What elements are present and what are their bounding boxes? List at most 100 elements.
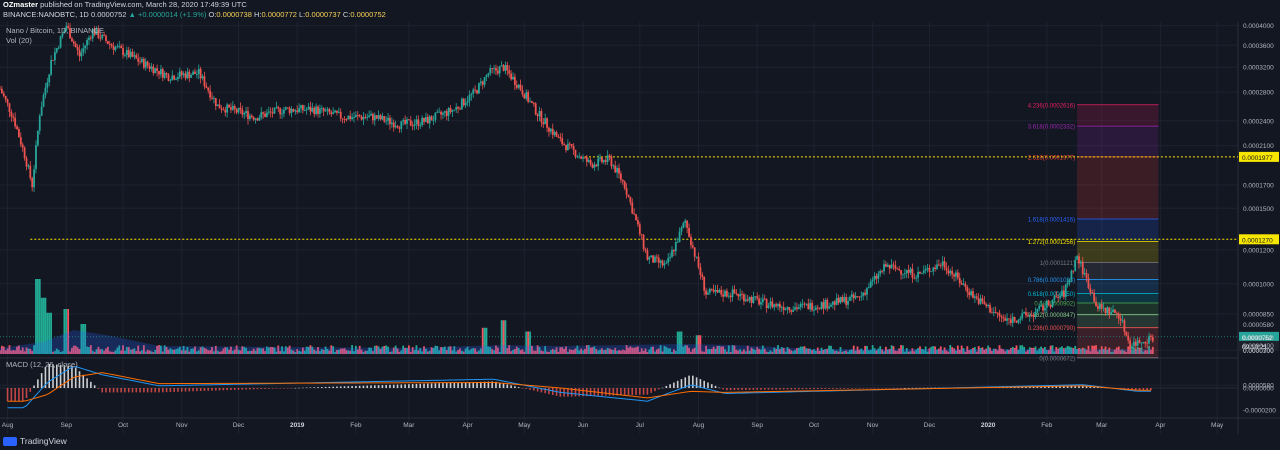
candle-body (818, 307, 821, 309)
trading-chart[interactable]: 4.236(0.0002616)3.618(0.0002332)2.618(0.… (0, 22, 1280, 434)
volume-bar (555, 347, 558, 354)
volume-bar (794, 349, 796, 354)
macd-histogram-bar (726, 388, 728, 391)
volume-bar (775, 348, 778, 354)
macd-histogram-bar (722, 388, 724, 390)
volume-bar (938, 348, 940, 354)
published-text: published on TradingView.com, March 28, … (40, 0, 247, 9)
volume-bar (160, 345, 162, 354)
volume-bar (832, 349, 834, 354)
candle-body (519, 84, 522, 91)
macd-histogram-bar (67, 365, 69, 388)
candle-body (790, 310, 793, 312)
macd-histogram-bar (695, 377, 698, 388)
volume-bar (457, 350, 459, 354)
volume-bar (211, 346, 213, 354)
volume-bar (131, 349, 134, 354)
volume-bar (561, 347, 564, 354)
candle-body (794, 307, 796, 310)
candle-body (14, 117, 17, 127)
candle-body (513, 76, 516, 86)
candle-body (455, 107, 458, 110)
macd-histogram-bar (290, 388, 293, 389)
volume-bar (188, 351, 191, 354)
candle-body (510, 73, 513, 80)
volume-bar (95, 349, 98, 354)
candle-body (319, 108, 321, 114)
volume-bar (903, 351, 906, 354)
publisher-name[interactable]: OZmaster (3, 0, 39, 9)
volume-bar (36, 279, 39, 354)
macd-histogram-bar (760, 388, 762, 390)
volume-bar (243, 346, 246, 354)
candle-body (682, 223, 685, 228)
macd-histogram-bar (627, 388, 630, 396)
candle-body (743, 294, 745, 302)
macd-histogram-bar (294, 387, 297, 389)
macd-histogram-bar (828, 388, 830, 389)
candle-body (801, 303, 804, 305)
volume-bar (84, 324, 87, 354)
tradingview-logo[interactable]: TradingView (3, 436, 67, 446)
candle-body (1045, 300, 1048, 308)
volume-bar (809, 348, 812, 354)
macd-histogram-bar (888, 388, 891, 389)
volume-bar (358, 345, 361, 354)
volume-bar (508, 345, 511, 354)
candle-body (858, 296, 861, 298)
volume-bar (57, 349, 60, 354)
candle-body (642, 235, 645, 249)
volume-bar (867, 350, 870, 354)
volume-bar (426, 351, 429, 354)
candle-body (1023, 312, 1025, 314)
volume-bar (1004, 351, 1007, 354)
volume-bar (97, 346, 100, 354)
candle-body (50, 60, 53, 75)
macd-histogram-bar (101, 388, 104, 393)
candle-body (146, 61, 149, 66)
candle-body (290, 109, 293, 114)
volume-bar (718, 345, 721, 354)
macd-histogram-bar (930, 387, 933, 389)
macd-histogram-bar (74, 367, 77, 388)
volume-bar (383, 345, 386, 354)
candle-body (799, 303, 802, 308)
candle-body (661, 260, 664, 266)
macd-histogram-bar (517, 387, 520, 388)
c-value: 0.0000752 (350, 10, 386, 19)
candle-body (18, 129, 20, 138)
volume-bar (801, 346, 804, 354)
volume-bar (226, 347, 229, 354)
macd-histogram-bar (521, 388, 524, 389)
volume-bar (381, 346, 384, 354)
volume-bar (644, 348, 647, 354)
candle-body (25, 158, 28, 167)
volume-bar (207, 350, 210, 354)
candle-body (1138, 340, 1141, 343)
candle-body (814, 307, 817, 310)
volume-bar (423, 346, 425, 354)
volume-bar (478, 350, 480, 354)
macd-histogram-bar (6, 388, 9, 402)
volume-bar (926, 351, 929, 354)
candle-body (226, 104, 229, 113)
candle-body (845, 297, 848, 305)
candle-body (669, 256, 672, 258)
candle-body (330, 112, 333, 115)
volume-bar (339, 348, 342, 354)
price-axis-tick: 0.0002400 (1243, 118, 1274, 125)
volume-bar (390, 351, 393, 354)
candle-body (80, 52, 83, 57)
candle-body (53, 52, 56, 61)
candle-body (875, 275, 878, 279)
fib-level-label: 0.236(0.0000790) (1028, 326, 1075, 332)
candle-body (1078, 256, 1080, 264)
macd-histogram-bar (165, 388, 168, 393)
candle-body (250, 115, 253, 118)
candle-body (292, 109, 295, 112)
candle-body (428, 116, 431, 124)
volume-bar (89, 345, 92, 354)
candle-body (1051, 300, 1054, 307)
candle-body (91, 28, 94, 39)
volume-bar (301, 347, 304, 354)
